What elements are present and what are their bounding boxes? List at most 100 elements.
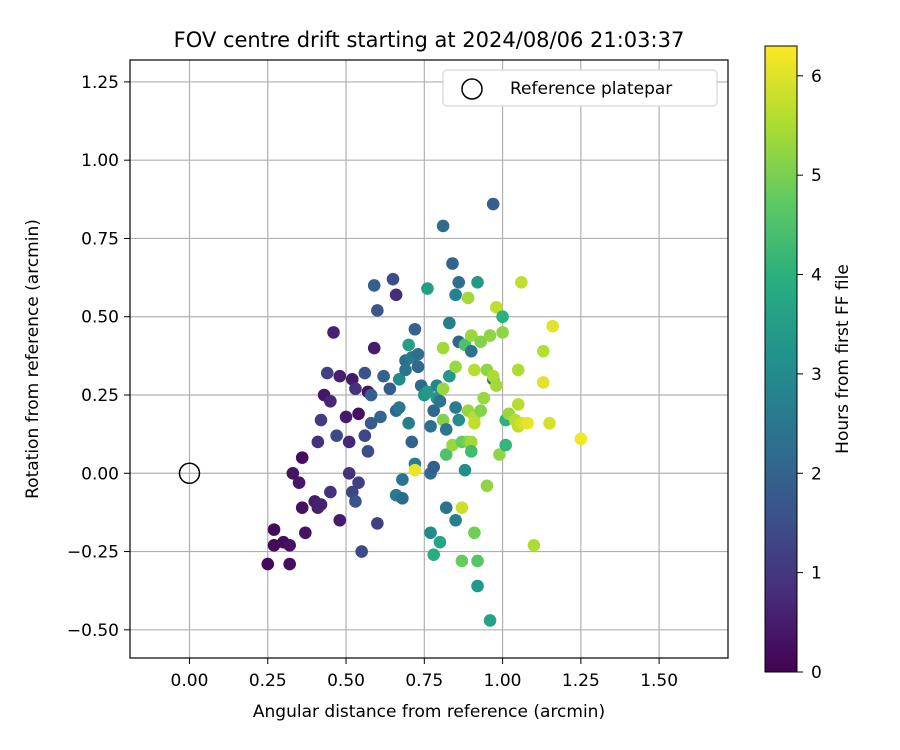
data-point — [433, 535, 447, 549]
colorbar-tick-label: 4 — [811, 266, 822, 286]
data-point — [443, 369, 456, 383]
data-point — [295, 501, 309, 515]
data-point — [361, 445, 375, 458]
data-point — [333, 369, 347, 383]
data-point — [499, 438, 513, 452]
x-tick-label: 1.25 — [562, 671, 600, 691]
colorbar-tick-label: 1 — [811, 564, 822, 584]
data-point — [402, 416, 415, 430]
data-point — [283, 538, 296, 552]
data-point — [408, 463, 422, 477]
data-point — [536, 344, 550, 358]
x-tick-label: 1.50 — [640, 671, 678, 691]
y-tick-label: 0.25 — [81, 386, 119, 406]
data-point — [314, 413, 328, 427]
data-point — [464, 329, 478, 342]
x-tick-label: 0.25 — [249, 671, 287, 691]
data-point — [574, 432, 588, 446]
data-point — [452, 413, 466, 427]
data-point — [396, 492, 409, 505]
data-point — [267, 523, 281, 536]
colorbar-tick-label: 6 — [811, 67, 822, 87]
data-point — [421, 385, 434, 399]
data-point — [377, 369, 390, 383]
data-point — [352, 476, 365, 489]
data-point — [424, 420, 437, 433]
data-point — [389, 288, 403, 302]
data-point — [349, 382, 362, 396]
data-point — [493, 448, 506, 461]
data-point — [436, 341, 450, 355]
data-point — [427, 404, 440, 417]
colorbar-tick-label: 5 — [811, 166, 822, 186]
data-point — [374, 410, 387, 424]
data-point — [461, 291, 475, 305]
data-point — [511, 363, 525, 377]
data-point — [424, 526, 437, 540]
data-point — [330, 429, 343, 443]
data-point — [371, 304, 384, 317]
data-point — [327, 326, 340, 339]
data-point — [392, 401, 406, 414]
colorbar-ticks: 0 1 2 3 4 5 6 — [797, 67, 822, 683]
data-point — [342, 435, 356, 449]
colorbar-label: Hours from first FF file — [833, 264, 853, 454]
data-point — [511, 398, 525, 411]
colorbar: 0 1 2 3 4 5 6 Hours from first FF file — [764, 45, 853, 683]
data-point — [458, 463, 472, 477]
data-point — [464, 344, 478, 358]
data-point — [299, 526, 312, 540]
data-point — [286, 466, 300, 480]
data-point — [411, 360, 425, 374]
colorbar-gradient — [764, 45, 798, 673]
data-point — [261, 557, 275, 571]
data-point — [496, 310, 509, 324]
data-point — [324, 485, 337, 499]
data-point — [421, 282, 434, 295]
data-point — [496, 326, 509, 339]
data-point — [455, 554, 469, 568]
data-point — [364, 416, 378, 430]
plot-frame — [129, 59, 729, 659]
y-tick-label: 0.75 — [81, 229, 119, 249]
data-point — [402, 338, 415, 352]
data-point — [471, 554, 484, 568]
data-point — [320, 366, 334, 380]
data-point — [383, 382, 397, 396]
data-point — [521, 416, 534, 430]
data-point — [439, 501, 453, 515]
data-point — [468, 526, 481, 540]
data-point — [452, 275, 466, 289]
x-axis-ticks: 0.00 0.25 0.50 0.75 1.00 1.25 1.50 — [171, 658, 678, 691]
data-point — [367, 279, 381, 292]
data-point — [292, 476, 306, 489]
data-point — [405, 435, 419, 449]
data-point — [311, 435, 325, 449]
data-point — [339, 410, 353, 424]
data-point — [455, 501, 469, 515]
data-point — [464, 435, 478, 449]
y-tick-label: 1.00 — [81, 151, 119, 171]
data-point — [396, 473, 409, 486]
data-point — [411, 348, 425, 361]
data-point — [333, 513, 347, 527]
data-point — [490, 379, 503, 392]
data-point — [371, 517, 384, 530]
data-point — [486, 197, 500, 211]
data-point — [367, 341, 381, 355]
data-point — [439, 448, 453, 461]
data-point — [314, 498, 328, 511]
data-point — [543, 416, 556, 430]
data-point — [324, 394, 337, 408]
chart-title: FOV centre drift starting at 2024/08/06 … — [174, 28, 685, 52]
data-point — [490, 301, 503, 314]
data-point — [468, 363, 481, 377]
data-point — [449, 288, 462, 302]
x-axis-label: Angular distance from reference (arcmin) — [253, 702, 605, 722]
x-tick-label: 0.50 — [327, 671, 365, 691]
data-point — [399, 363, 412, 377]
data-point — [295, 451, 309, 464]
colorbar-tick-label: 3 — [811, 365, 822, 385]
data-point — [546, 319, 559, 333]
data-point — [355, 545, 368, 558]
